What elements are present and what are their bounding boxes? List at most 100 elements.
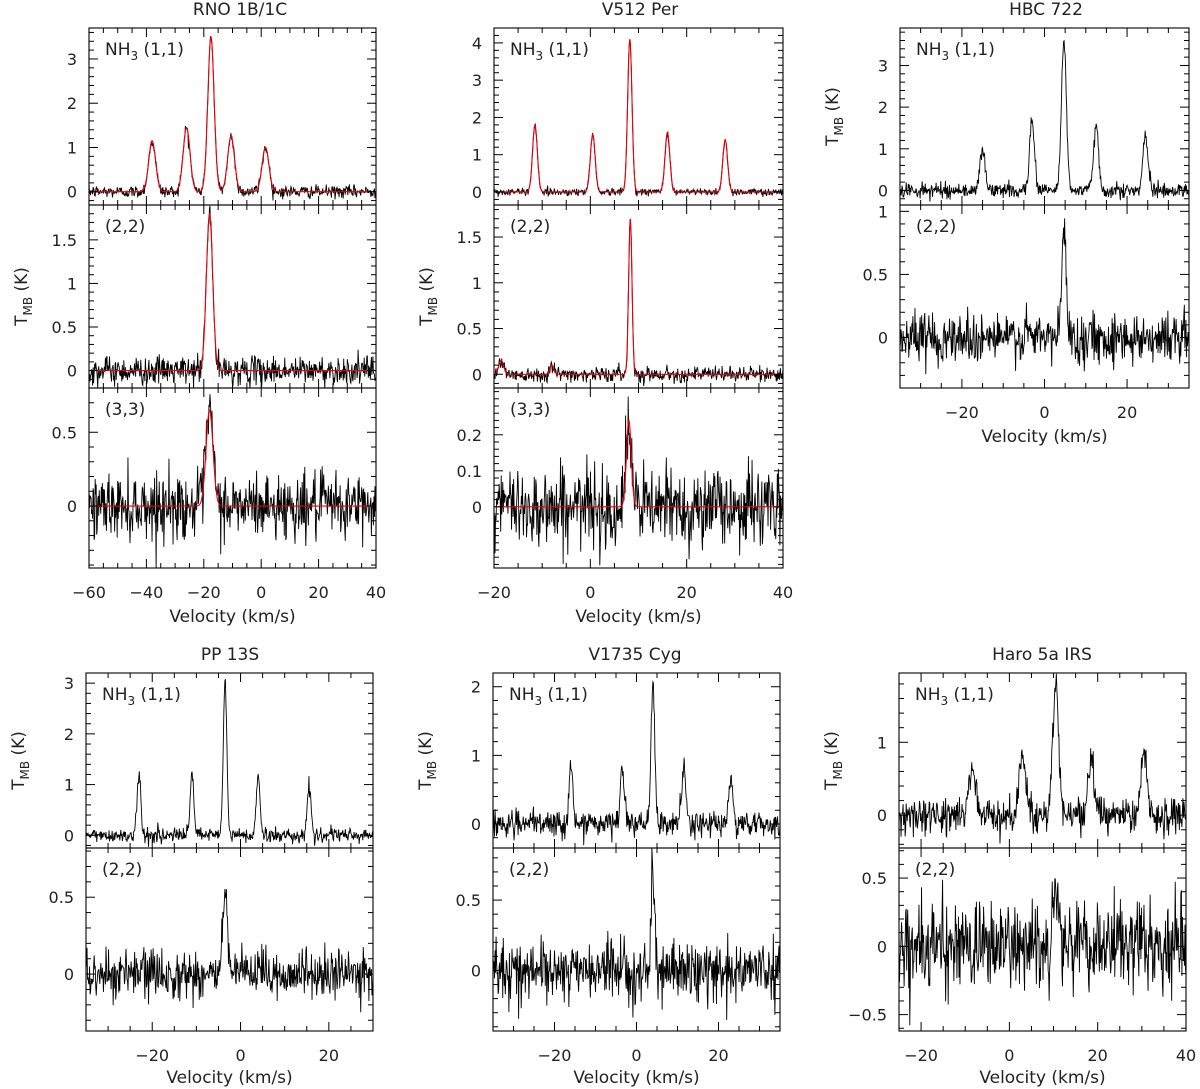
x-axis-label: Velocity (km/s) xyxy=(575,607,701,627)
x-tick-label: 40 xyxy=(773,583,793,602)
x-tick-label: 0 xyxy=(256,583,266,602)
y-tick-label: 0 xyxy=(471,961,481,980)
y-tick-label: 0 xyxy=(878,181,888,200)
fit-line xyxy=(89,409,376,507)
x-tick-label: 20 xyxy=(308,583,328,602)
y-axis-label: TMB (K) xyxy=(417,267,440,327)
y-tick-label: 0.5 xyxy=(863,265,888,284)
panel-frame xyxy=(85,847,374,1032)
y-tick-label: 1 xyxy=(67,138,77,157)
spectrum-panel: 0 0.5 1 1.5 (2,2) TMB (K) xyxy=(12,204,377,389)
y-tick-label: 0 xyxy=(67,497,77,516)
chart-title: V512 Per xyxy=(602,0,679,20)
spectrum-line xyxy=(900,218,1189,375)
spectrum-panel: 0 1 2 3 4 NH3 (1,1) xyxy=(472,27,784,206)
transition-label: NH3 (1,1) xyxy=(916,40,995,63)
spectrum-line xyxy=(494,42,783,197)
y-tick-label: 1.5 xyxy=(52,231,77,250)
spectrum-panel: 0 0.5 (2,2) −20 0 20 Velocity (km/s) xyxy=(49,847,374,1088)
x-axis-label: Velocity (km/s) xyxy=(573,1068,699,1088)
transition-label: (2,2) xyxy=(916,217,956,237)
x-tick-label: 0 xyxy=(1039,403,1049,422)
transition-label: (2,2) xyxy=(915,860,955,880)
spectrum-panel: 0 1 NH3 (1,1) TMB (K) xyxy=(822,672,1187,849)
y-tick-label: 0 xyxy=(877,937,887,956)
y-tick-label: 3 xyxy=(64,674,74,693)
spectrum-line xyxy=(89,394,376,568)
y-tick-label: 2 xyxy=(67,94,77,113)
y-axis-label: TMB (K) xyxy=(823,87,846,147)
spectrum-line xyxy=(899,878,1186,1026)
transition-label: (3,3) xyxy=(105,400,145,420)
transition-label: NH3 (1,1) xyxy=(102,685,181,708)
x-tick-label: 0 xyxy=(1004,1046,1014,1065)
x-tick-label: −20 xyxy=(187,583,221,602)
y-tick-label: 0.5 xyxy=(456,891,481,910)
y-tick-label: 3 xyxy=(472,71,482,90)
transition-label: (2,2) xyxy=(105,217,145,237)
y-tick-label: 0 xyxy=(67,183,77,202)
spectrum-line xyxy=(493,680,780,846)
x-tick-label: −60 xyxy=(72,583,106,602)
y-tick-label: 1 xyxy=(472,274,482,293)
y-tick-label: 1 xyxy=(877,733,887,752)
y-tick-label: 1 xyxy=(471,746,481,765)
transition-label: (2,2) xyxy=(510,217,550,237)
x-axis-label: Velocity (km/s) xyxy=(169,607,295,627)
y-tick-label: 1 xyxy=(878,140,888,159)
x-tick-label: 40 xyxy=(1176,1046,1196,1065)
y-axis-label: TMB (K) xyxy=(12,267,35,327)
y-tick-label: −0.5 xyxy=(848,1006,887,1025)
y-tick-label: 0 xyxy=(472,365,482,384)
fit-line xyxy=(89,212,376,372)
chart-title: V1735 Cyg xyxy=(588,645,681,665)
y-tick-label: 0 xyxy=(472,183,482,202)
y-tick-label: 1.5 xyxy=(457,228,482,247)
y-tick-label: 0 xyxy=(64,965,74,984)
y-tick-label: 3 xyxy=(67,50,77,69)
y-tick-label: 0 xyxy=(878,329,888,348)
y-tick-label: 3 xyxy=(878,56,888,75)
y-tick-label: 0.5 xyxy=(457,320,482,339)
x-tick-label: 0 xyxy=(585,583,595,602)
y-tick-label: 0.5 xyxy=(52,318,77,337)
x-axis-label: Velocity (km/s) xyxy=(981,427,1107,447)
transition-label: (3,3) xyxy=(510,400,550,420)
y-tick-label: 2 xyxy=(878,98,888,117)
y-tick-label: 0 xyxy=(877,806,887,825)
fit-line xyxy=(89,36,376,193)
transition-label: NH3 (1,1) xyxy=(510,40,589,63)
transition-label: NH3 (1,1) xyxy=(915,685,994,708)
x-tick-label: −20 xyxy=(538,1046,572,1065)
x-tick-label: 20 xyxy=(1117,403,1137,422)
y-tick-label: 0 xyxy=(472,498,482,517)
spectrum-panel: 0 1 2 3 NH3 (1,1) TMB (K) xyxy=(823,27,1190,206)
x-tick-label: 20 xyxy=(319,1046,339,1065)
chart-title: RNO 1B/1C xyxy=(193,0,287,20)
y-tick-label: 0 xyxy=(67,362,77,381)
y-tick-label: 1 xyxy=(64,776,74,795)
panel-frame xyxy=(898,847,1187,1032)
x-axis-label: Velocity (km/s) xyxy=(979,1068,1105,1088)
y-tick-label: 2 xyxy=(472,108,482,127)
spectrum-line xyxy=(494,396,783,566)
y-tick-label: 1 xyxy=(878,202,888,221)
spectrum-panel: 0 0.5 (3,3) −60 −40 −20 0 20 40 Velocity (km/s) xyxy=(52,387,386,627)
spectrum-line xyxy=(899,673,1186,844)
chart-title: Haro 5a IRS xyxy=(992,645,1092,665)
y-tick-label: 0 xyxy=(64,826,74,845)
y-axis-label: TMB (K) xyxy=(9,731,32,791)
spectrum-chart: HBC 722 0 1 2 3 NH3 (1,1) TMB (K) 0 0.5 1 (2,2) −20… xyxy=(823,0,1190,447)
spectrum-panel: −0.5 0 0.5 (2,2) −20 0 20 40 Velocity (km/s) xyxy=(848,847,1196,1088)
x-tick-label: 20 xyxy=(708,1046,728,1065)
x-tick-label: 40 xyxy=(366,583,386,602)
spectrum-panel: 0 1 2 3 NH3 (1,1) xyxy=(67,27,377,206)
y-tick-label: 0.1 xyxy=(457,462,482,481)
spectrum-panel: 0 0.5 (2,2) −20 0 20 Velocity (km/s) xyxy=(456,847,781,1088)
y-tick-label: 2 xyxy=(64,725,74,744)
chart-title: PP 13S xyxy=(201,645,259,665)
spectrum-chart: RNO 1B/1C 0 1 2 3 NH3 (1,1) 0 0.5 1 1.5 (2,2) TMB (… xyxy=(12,0,386,627)
y-tick-label: 4 xyxy=(472,34,482,53)
spectrum-panel: 0 0.5 1 1.5 (2,2) TMB (K) xyxy=(417,204,784,389)
y-tick-label: 0.2 xyxy=(457,426,482,445)
